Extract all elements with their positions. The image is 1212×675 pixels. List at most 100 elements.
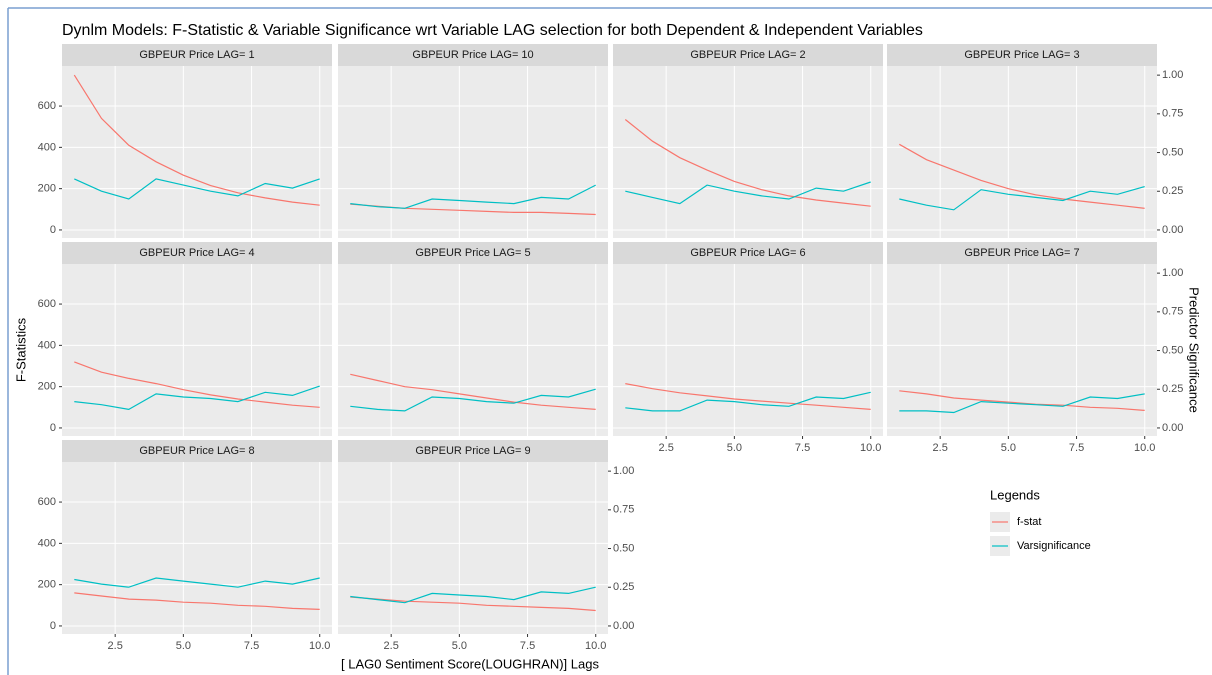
series-line (899, 393, 1145, 414)
y-tick-label: 600 (38, 100, 56, 112)
y-tick-label: 200 (38, 579, 56, 591)
y2-tick-label: 0.50 (613, 542, 634, 554)
legend-label: Varsignificance (1017, 540, 1091, 552)
y2-tick-label: 0.00 (1162, 224, 1183, 236)
legend-label: f-stat (1017, 516, 1041, 528)
series-line (350, 586, 596, 604)
y2-tick-label: 0.25 (613, 581, 634, 593)
facet-title: GBPEUR Price LAG= 2 (690, 49, 805, 61)
x-tick-label: 2.5 (384, 640, 399, 652)
strip (62, 242, 332, 264)
y2-tick-label: 0.75 (1162, 108, 1183, 120)
series-line (74, 577, 320, 588)
facet-title: GBPEUR Price LAG= 6 (690, 247, 805, 259)
x-tick-label: 5.0 (452, 640, 467, 652)
chart-title: Dynlm Models: F-Statistic & Variable Sig… (62, 22, 923, 39)
facet-title: GBPEUR Price LAG= 8 (139, 445, 254, 457)
y2-tick-label: 1.00 (613, 465, 634, 477)
strip (887, 44, 1157, 66)
series-line (625, 383, 871, 410)
y2-axis-title: Predictor Significance (1187, 287, 1202, 413)
x-tick-label: 7.5 (1069, 442, 1084, 454)
panel (62, 66, 332, 238)
y-tick-label: 200 (38, 381, 56, 393)
series-line (899, 143, 1145, 209)
x-tick-label: 2.5 (933, 442, 948, 454)
strip (887, 242, 1157, 264)
panel (62, 264, 332, 436)
x-tick-label: 5.0 (176, 640, 191, 652)
y2-tick-label: 0.75 (613, 504, 634, 516)
strip (62, 44, 332, 66)
y-tick-label: 0 (50, 224, 56, 236)
series-line (74, 178, 320, 200)
strip (338, 44, 608, 66)
facet-title: GBPEUR Price LAG= 5 (415, 247, 530, 259)
series-line (74, 592, 320, 610)
strip (338, 440, 608, 462)
panel (338, 462, 608, 634)
y-tick-label: 600 (38, 496, 56, 508)
series-line (625, 391, 871, 412)
strip (613, 242, 883, 264)
y-tick-label: 0 (50, 620, 56, 632)
facet-title: GBPEUR Price LAG= 4 (139, 247, 254, 259)
x-tick-label: 10.0 (860, 442, 881, 454)
x-tick-label: 5.0 (727, 442, 742, 454)
series-line (74, 385, 320, 411)
y2-tick-label: 0.00 (613, 620, 634, 632)
y-tick-label: 400 (38, 339, 56, 351)
series-line (350, 184, 596, 209)
y2-tick-label: 1.00 (1162, 267, 1183, 279)
panel (613, 66, 883, 238)
facet-title: GBPEUR Price LAG= 7 (964, 247, 1079, 259)
panel (613, 264, 883, 436)
panel (62, 462, 332, 634)
series-line (899, 186, 1145, 211)
facet-title: GBPEUR Price LAG= 10 (412, 49, 533, 61)
panel (887, 66, 1157, 238)
series-line (624, 119, 871, 207)
x-axis-title: [ LAG0 Sentiment Score(LOUGHRAN)] Lags (341, 656, 599, 671)
legend-title: Legends (990, 487, 1040, 502)
y-axis-title: F-Statistics (13, 317, 28, 382)
x-tick-label: 7.5 (795, 442, 810, 454)
panel (338, 264, 608, 436)
x-tick-label: 7.5 (244, 640, 259, 652)
x-tick-label: 10.0 (309, 640, 330, 652)
series-line (625, 181, 871, 205)
panel (338, 66, 608, 238)
x-tick-label: 2.5 (108, 640, 123, 652)
y2-tick-label: 0.50 (1162, 344, 1183, 356)
series-line (350, 388, 596, 412)
y2-tick-label: 0.50 (1162, 146, 1183, 158)
y-tick-label: 400 (38, 537, 56, 549)
y-tick-label: 600 (38, 298, 56, 310)
x-tick-label: 7.5 (520, 640, 535, 652)
strip (62, 440, 332, 462)
strip (613, 44, 883, 66)
facet-title: GBPEUR Price LAG= 3 (964, 49, 1079, 61)
y2-tick-label: 0.75 (1162, 306, 1183, 318)
y2-tick-label: 0.25 (1162, 383, 1183, 395)
series-line (73, 74, 320, 206)
y-tick-label: 200 (38, 183, 56, 195)
x-tick-label: 10.0 (585, 640, 606, 652)
x-tick-label: 2.5 (659, 442, 674, 454)
series-line (74, 361, 320, 408)
facet-title: GBPEUR Price LAG= 1 (139, 49, 254, 61)
facet-title: GBPEUR Price LAG= 9 (415, 445, 530, 457)
x-tick-label: 10.0 (1134, 442, 1155, 454)
y2-tick-label: 0.00 (1162, 422, 1183, 434)
series-line (899, 390, 1145, 411)
y-tick-label: 400 (38, 141, 56, 153)
y2-tick-label: 0.25 (1162, 185, 1183, 197)
panel (887, 264, 1157, 436)
y-tick-label: 0 (50, 422, 56, 434)
series-line (350, 596, 596, 612)
x-tick-label: 5.0 (1001, 442, 1016, 454)
series-line (350, 373, 596, 410)
y2-tick-label: 1.00 (1162, 69, 1183, 81)
strip (338, 242, 608, 264)
